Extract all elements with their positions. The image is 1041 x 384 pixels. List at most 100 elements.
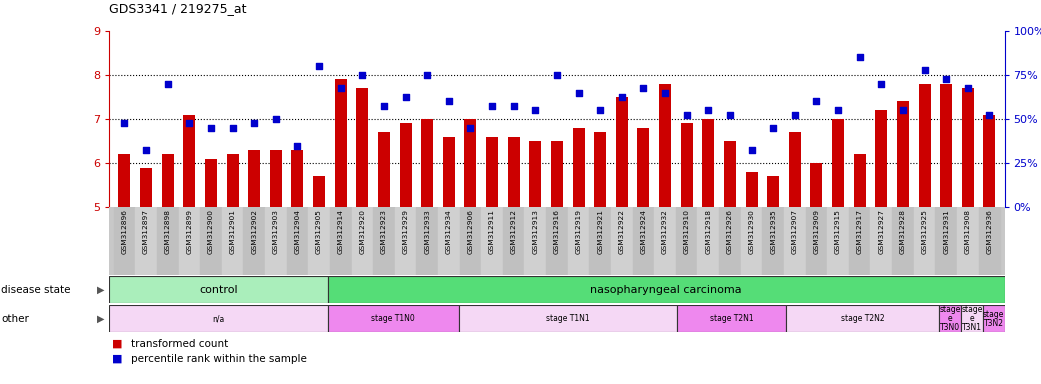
Point <box>137 147 154 153</box>
Bar <box>984 115 995 207</box>
Bar <box>161 154 174 207</box>
Text: percentile rank within the sample: percentile rank within the sample <box>131 354 307 364</box>
Bar <box>109 305 328 332</box>
Point <box>981 111 997 118</box>
Point <box>679 111 695 118</box>
Text: GSM312927: GSM312927 <box>879 209 884 254</box>
Text: GSM312920: GSM312920 <box>359 209 365 254</box>
Bar <box>530 141 541 207</box>
Bar <box>109 276 328 303</box>
Bar <box>464 119 477 207</box>
Bar <box>979 207 1000 275</box>
Bar <box>328 305 459 332</box>
Bar <box>244 207 265 275</box>
Point <box>440 98 457 104</box>
Point <box>743 147 760 153</box>
Bar <box>897 101 909 207</box>
Point <box>592 107 609 113</box>
Bar <box>422 119 433 207</box>
Bar <box>178 207 200 275</box>
Point <box>310 63 327 69</box>
Text: GSM312932: GSM312932 <box>662 209 668 254</box>
Bar <box>854 154 866 207</box>
Text: stage T2N1: stage T2N1 <box>710 314 754 323</box>
Text: GSM312905: GSM312905 <box>316 209 322 254</box>
Bar <box>141 167 152 207</box>
Bar <box>270 150 282 207</box>
Bar <box>697 207 719 275</box>
Point <box>224 125 240 131</box>
Text: disease state: disease state <box>1 285 71 295</box>
Bar <box>806 207 828 275</box>
Bar <box>135 207 157 275</box>
Bar <box>373 207 395 275</box>
Bar <box>113 207 135 275</box>
Text: GSM312933: GSM312933 <box>424 209 430 254</box>
Bar <box>637 128 650 207</box>
Text: stage
e
T3N1: stage e T3N1 <box>961 305 983 332</box>
Bar <box>265 207 286 275</box>
Text: GSM312898: GSM312898 <box>164 209 171 254</box>
Point <box>246 120 262 126</box>
Text: GSM312922: GSM312922 <box>618 209 625 254</box>
Bar <box>589 207 611 275</box>
Text: GSM312931: GSM312931 <box>943 209 949 254</box>
Bar <box>848 207 870 275</box>
Point <box>505 103 522 109</box>
Text: GSM312909: GSM312909 <box>813 209 819 254</box>
Bar <box>573 128 584 207</box>
Bar <box>222 207 244 275</box>
Point <box>117 120 133 126</box>
Text: stage T1N1: stage T1N1 <box>547 314 589 323</box>
Bar <box>157 207 178 275</box>
Bar <box>551 141 563 207</box>
Bar <box>486 137 498 207</box>
Bar <box>119 154 130 207</box>
Bar <box>611 207 633 275</box>
Point <box>916 68 933 74</box>
Bar <box>459 305 677 332</box>
Bar <box>330 207 352 275</box>
Text: ■: ■ <box>112 339 123 349</box>
Text: GDS3341 / 219275_at: GDS3341 / 219275_at <box>109 2 247 15</box>
Point <box>181 120 198 126</box>
Bar <box>957 207 979 275</box>
Text: GSM312899: GSM312899 <box>186 209 193 254</box>
Bar <box>940 84 953 207</box>
Bar <box>308 207 330 275</box>
Point <box>700 107 716 113</box>
Point <box>398 94 414 100</box>
Bar <box>508 137 519 207</box>
Bar <box>789 132 801 207</box>
Bar <box>914 207 936 275</box>
Bar <box>767 177 779 207</box>
Point <box>765 125 782 131</box>
Text: GSM312906: GSM312906 <box>467 209 474 254</box>
Text: other: other <box>1 314 29 324</box>
Point <box>938 76 955 82</box>
Point <box>657 89 674 96</box>
Bar <box>936 207 957 275</box>
Bar <box>892 207 914 275</box>
Bar <box>400 123 411 207</box>
Text: ■: ■ <box>112 354 123 364</box>
Text: stage
e
T3N0: stage e T3N0 <box>939 305 961 332</box>
Text: GSM312901: GSM312901 <box>230 209 235 254</box>
Text: GSM312908: GSM312908 <box>965 209 971 254</box>
Bar <box>525 207 547 275</box>
Bar <box>313 177 325 207</box>
Bar <box>741 207 762 275</box>
Point <box>354 72 371 78</box>
Point <box>570 89 587 96</box>
Bar <box>442 137 455 207</box>
Bar <box>416 207 438 275</box>
Bar <box>227 154 238 207</box>
Text: GSM312925: GSM312925 <box>921 209 928 254</box>
Text: transformed count: transformed count <box>131 339 228 349</box>
Bar <box>286 207 308 275</box>
Bar <box>961 305 983 332</box>
Text: GSM312934: GSM312934 <box>446 209 452 254</box>
Point <box>613 94 630 100</box>
Point <box>289 142 306 149</box>
Text: GSM312900: GSM312900 <box>208 209 214 254</box>
